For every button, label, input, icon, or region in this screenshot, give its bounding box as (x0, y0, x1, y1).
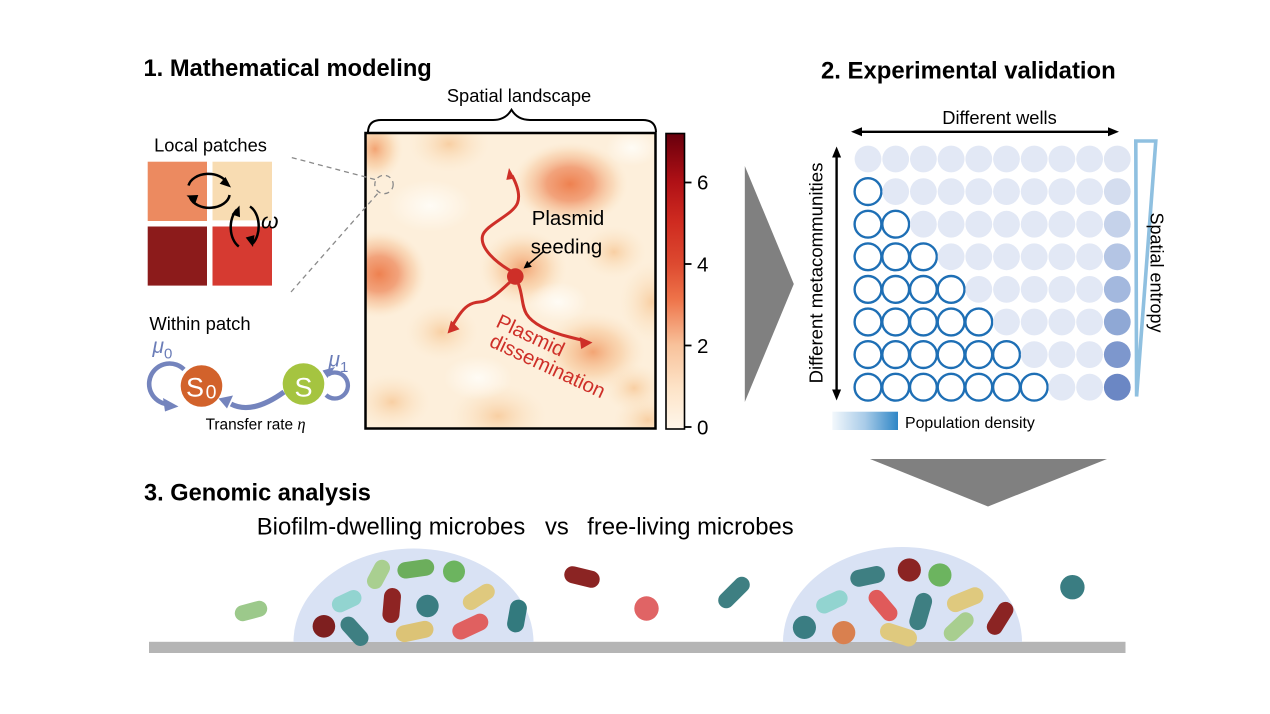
svg-text:seeding: seeding (531, 237, 602, 259)
svg-text:vs: vs (545, 514, 569, 541)
svg-text:2: 2 (697, 335, 708, 358)
svg-text:Spatial landscape: Spatial landscape (447, 85, 591, 106)
svg-text:Population density: Population density (905, 415, 1035, 432)
svg-text:0: 0 (697, 417, 708, 440)
svg-text:Within patch: Within patch (149, 313, 250, 334)
svg-text:ω: ω (261, 208, 279, 233)
svg-text:Plasmid: Plasmid (532, 208, 605, 230)
svg-text:free-living microbes: free-living microbes (587, 514, 793, 541)
svg-text:Biofilm-dwelling microbes: Biofilm-dwelling microbes (257, 514, 526, 541)
svg-text:0: 0 (206, 382, 217, 404)
svg-text:Different wells: Different wells (942, 107, 1056, 128)
svg-text:2. Experimental validation: 2. Experimental validation (821, 57, 1116, 84)
svg-text:3. Genomic analysis: 3. Genomic analysis (144, 481, 371, 507)
svg-text:Transfer rate η: Transfer rate η (206, 415, 306, 434)
svg-text:Spatial entropy: Spatial entropy (1147, 212, 1167, 332)
svg-text:S: S (294, 373, 312, 403)
svg-text:4: 4 (697, 254, 708, 277)
svg-text:Local patches: Local patches (154, 135, 267, 156)
svg-text:μ0: μ0 (152, 335, 173, 363)
svg-text:6: 6 (697, 172, 708, 195)
svg-text:S: S (186, 373, 204, 403)
svg-text:Different metacommunities: Different metacommunities (806, 163, 827, 384)
svg-text:1. Mathematical modeling: 1. Mathematical modeling (144, 56, 432, 82)
